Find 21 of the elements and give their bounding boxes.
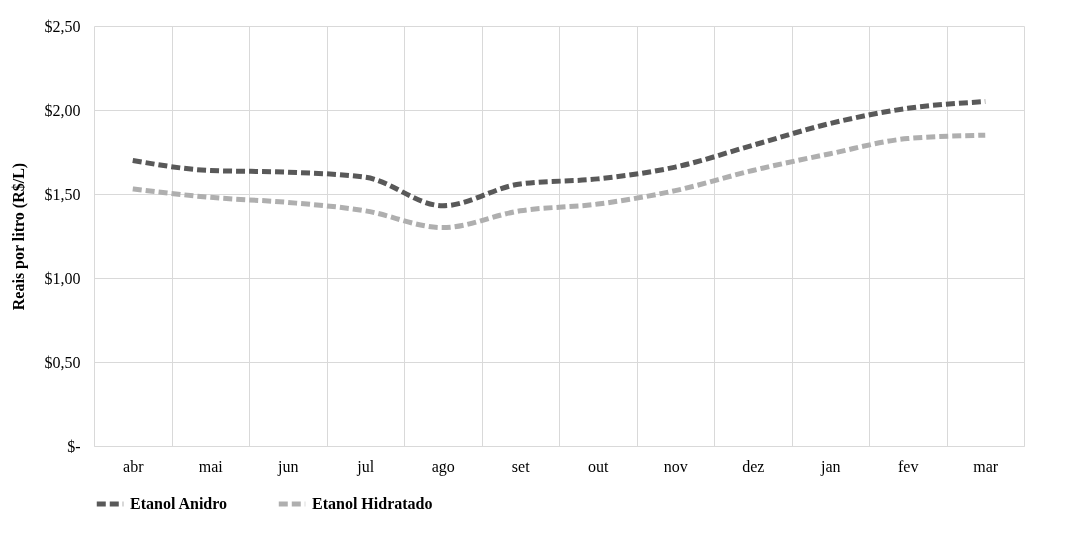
legend-label: Etanol Hidratado bbox=[312, 495, 433, 512]
x-tick-label: dez bbox=[742, 457, 765, 475]
y-tick-label: $- bbox=[67, 437, 81, 455]
x-tick-label: mar bbox=[973, 457, 999, 475]
x-tick-label: jun bbox=[277, 457, 299, 476]
legend-label: Etanol Anidro bbox=[130, 495, 228, 512]
x-tick-label: fev bbox=[898, 457, 919, 475]
y-tick-label: $1,00 bbox=[44, 269, 81, 287]
x-tick-label: mai bbox=[198, 457, 224, 475]
y-tick-label: $1,50 bbox=[44, 185, 81, 203]
x-tick-label: out bbox=[588, 457, 610, 475]
x-tick-label: set bbox=[511, 457, 531, 475]
y-tick-label: $2,50 bbox=[44, 17, 81, 35]
x-tick-label: jul bbox=[356, 457, 375, 476]
y-tick-label: $0,50 bbox=[44, 353, 81, 371]
y-axis-title: Reais por litro (R$/L) bbox=[9, 162, 28, 311]
x-tick-label: abr bbox=[123, 457, 145, 475]
x-tick-label: nov bbox=[663, 457, 688, 475]
y-tick-label: $2,00 bbox=[44, 101, 81, 119]
x-tick-label: jan bbox=[819, 457, 841, 476]
x-tick-label: ago bbox=[431, 457, 455, 476]
